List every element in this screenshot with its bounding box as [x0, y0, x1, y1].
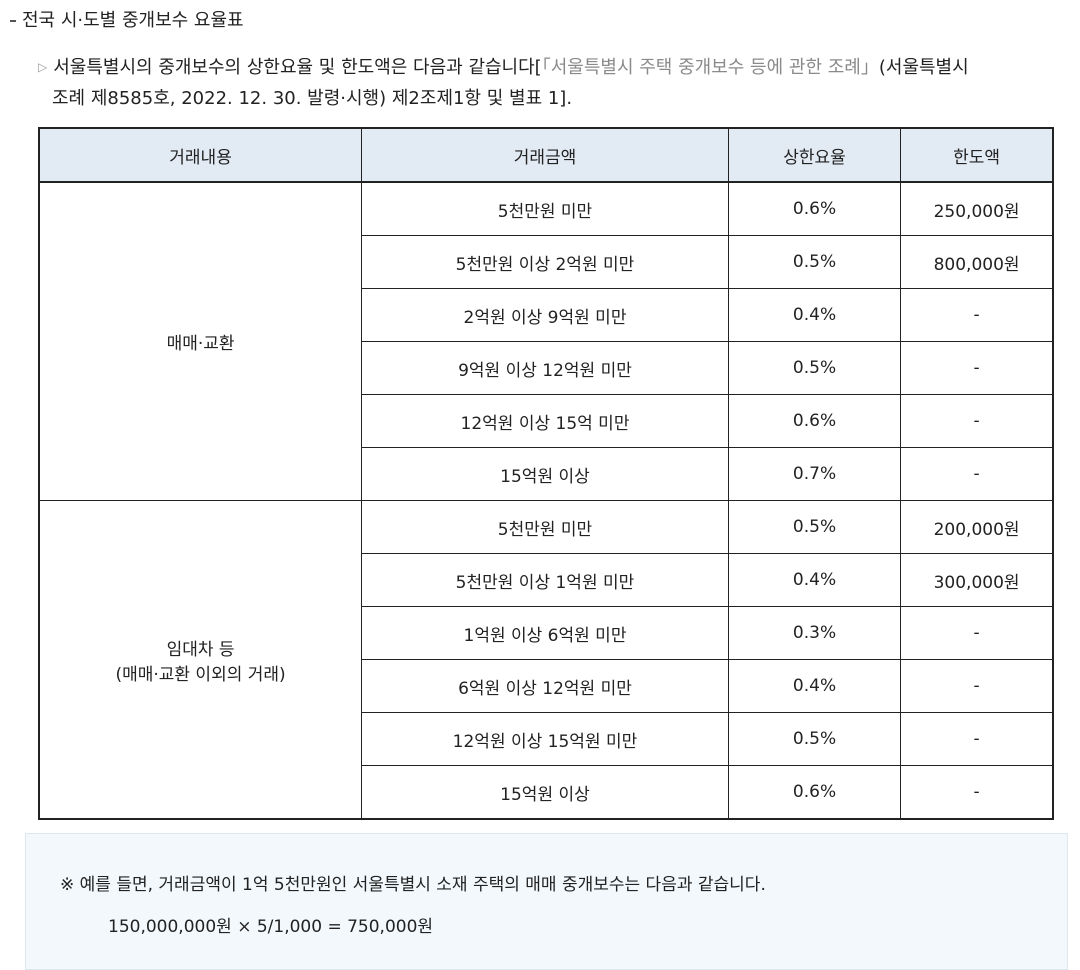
limit-amount-cell: 200,000원 — [900, 500, 1054, 554]
table-row: 12억원 이상 15억원 미만 0.5% - — [39, 712, 1054, 766]
amount-range-cell: 1억원 이상 6억원 미만 — [361, 606, 729, 660]
table-row: 15억원 이상 0.6% - — [39, 765, 1054, 820]
header-max-rate: 상한요율 — [727, 127, 902, 183]
max-rate-cell: 0.6% — [727, 394, 902, 448]
intro-paragraph: ▷ 서울특별시의 중개보수의 상한요율 및 한도액은 다음과 같습니다[「서울특별… — [38, 52, 1078, 114]
ordinance-reference-link[interactable]: 「서울특별시 주택 중개보수 등에 관한 조례」 — [541, 57, 879, 78]
transaction-type-label: 매매·교환 — [166, 334, 235, 354]
amount-range-cell: 15억원 이상 — [361, 765, 729, 820]
transaction-type-cell: 임대차 등 (매매·교환 이외의 거래) — [38, 500, 363, 820]
table-row: 15억원 이상 0.7% - — [39, 447, 1054, 501]
amount-range-cell: 5천만원 미만 — [361, 500, 729, 554]
table-row: 매매·교환 5천만원 미만 0.6% 250,000원 — [38, 181, 1054, 501]
example-box: ※ 예를 들면, 거래금액이 1억 5천만원인 서울특별시 소재 주택의 매매 … — [25, 833, 1068, 970]
amount-range-cell: 12억원 이상 15억 미만 — [361, 394, 729, 448]
intro-line2: 조례 제8585호, 2022. 12. 30. 발령·시행) 제2조제1항 및… — [52, 88, 573, 109]
max-rate-cell: 0.4% — [727, 553, 902, 607]
max-rate-cell: 0.6% — [727, 181, 902, 236]
table-row: 5천만원 이상 1억원 미만 0.4% 300,000원 — [39, 553, 1054, 607]
amount-range-cell: 5천만원 이상 1억원 미만 — [361, 553, 729, 607]
table-row: 6억원 이상 12억원 미만 0.4% - — [39, 659, 1054, 713]
max-rate-cell: 0.3% — [727, 606, 902, 660]
amount-range-cell: 5천만원 이상 2억원 미만 — [361, 235, 729, 289]
limit-amount-cell: 800,000원 — [900, 235, 1054, 289]
amount-range-cell: 15억원 이상 — [361, 447, 729, 501]
table-row: 1억원 이상 6억원 미만 0.3% - — [39, 606, 1054, 660]
amount-range-cell: 6억원 이상 12억원 미만 — [361, 659, 729, 713]
limit-amount-cell: - — [900, 447, 1054, 501]
max-rate-cell: 0.5% — [727, 712, 902, 766]
intro-text-after: (서울특별시 — [878, 57, 969, 78]
max-rate-cell: 0.5% — [727, 235, 902, 289]
transaction-type-sublabel: (매매·교환 이외의 거래) — [115, 664, 286, 685]
max-rate-cell: 0.5% — [727, 341, 902, 395]
example-note: ※ 예를 들면, 거래금액이 1억 5천만원인 서울특별시 소재 주택의 매매 … — [60, 875, 766, 895]
header-transaction-type: 거래내용 — [38, 127, 363, 183]
limit-amount-cell: 300,000원 — [900, 553, 1054, 607]
amount-range-cell: 2억원 이상 9억원 미만 — [361, 288, 729, 342]
limit-amount-cell: - — [900, 288, 1054, 342]
intro-text-before: 서울특별시의 중개보수의 상한요율 및 한도액은 다음과 같습니다[ — [53, 57, 542, 78]
limit-amount-cell: - — [900, 765, 1054, 820]
amount-range-cell: 9억원 이상 12억원 미만 — [361, 341, 729, 395]
arrow-bullet-icon: ▷ — [38, 60, 48, 74]
transaction-type-label: 임대차 등 — [166, 639, 235, 660]
transaction-type-cell: 매매·교환 — [38, 181, 363, 501]
max-rate-cell: 0.4% — [727, 659, 902, 713]
table-header-row: 거래내용 거래금액 상한요율 한도액 — [38, 127, 1054, 183]
limit-amount-cell: - — [900, 341, 1054, 395]
header-limit-amount: 한도액 — [900, 127, 1054, 183]
intro-line1: ▷ 서울특별시의 중개보수의 상한요율 및 한도액은 다음과 같습니다[「서울특별… — [38, 52, 1078, 83]
limit-amount-cell: - — [900, 394, 1054, 448]
fee-rate-table: 거래내용 거래금액 상한요율 한도액 매매·교환 5천만원 미만 0.6% 250,0… — [38, 127, 1054, 820]
table-row: 임대차 등 (매매·교환 이외의 거래) 5천만원 미만 0.5% 200,000원 — [38, 500, 1054, 820]
amount-range-cell: 5천만원 미만 — [361, 181, 729, 236]
amount-range-cell: 12억원 이상 15억원 미만 — [361, 712, 729, 766]
table-body: 매매·교환 5천만원 미만 0.6% 250,000원 5천만원 이상 2억원 미만 0.… — [38, 181, 1054, 820]
limit-amount-cell: - — [900, 712, 1054, 766]
section-title-text: 전국 시·도별 중개보수 요율표 — [22, 10, 244, 31]
table-row: 9억원 이상 12억원 미만 0.5% - — [39, 341, 1054, 395]
limit-amount-cell: - — [900, 606, 1054, 660]
limit-amount-cell: - — [900, 659, 1054, 713]
bullet-dash — [10, 20, 16, 22]
limit-amount-cell: 250,000원 — [900, 181, 1054, 236]
max-rate-cell: 0.4% — [727, 288, 902, 342]
section-title: 전국 시·도별 중개보수 요율표 — [10, 6, 244, 32]
example-formula: 150,000,000원 × 5/1,000 = 750,000원 — [108, 917, 434, 937]
table-row: 5천만원 이상 2억원 미만 0.5% 800,000원 — [39, 235, 1054, 289]
header-transaction-amount: 거래금액 — [361, 127, 729, 183]
table-row: 2억원 이상 9억원 미만 0.4% - — [39, 288, 1054, 342]
max-rate-cell: 0.6% — [727, 765, 902, 820]
table-row: 12억원 이상 15억 미만 0.6% - — [39, 394, 1054, 448]
max-rate-cell: 0.5% — [727, 500, 902, 554]
max-rate-cell: 0.7% — [727, 447, 902, 501]
